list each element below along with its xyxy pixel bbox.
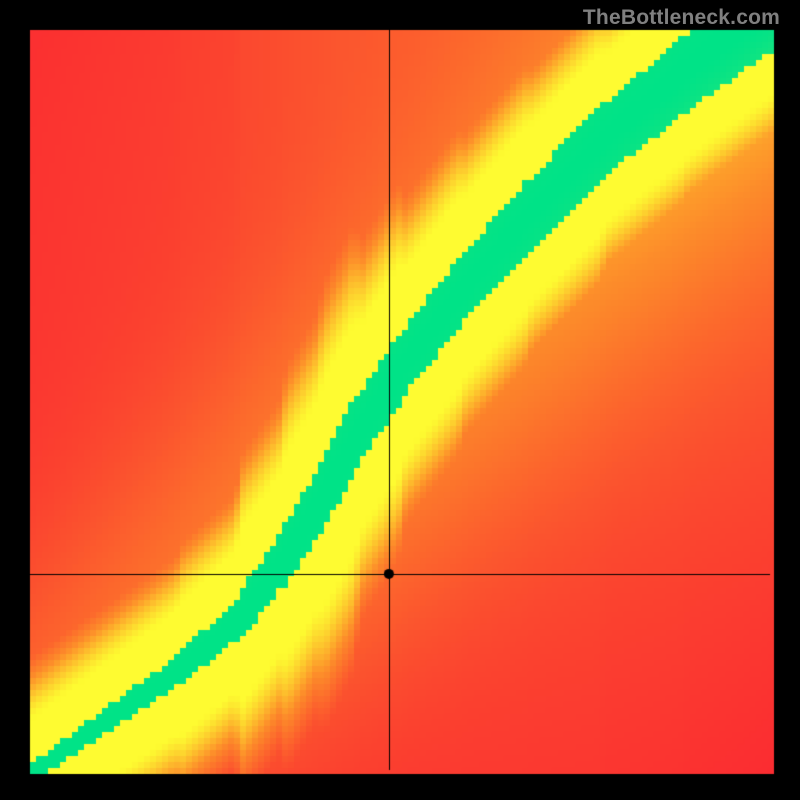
watermark-text: TheBottleneck.com xyxy=(583,6,780,30)
bottleneck-heatmap xyxy=(0,0,800,800)
